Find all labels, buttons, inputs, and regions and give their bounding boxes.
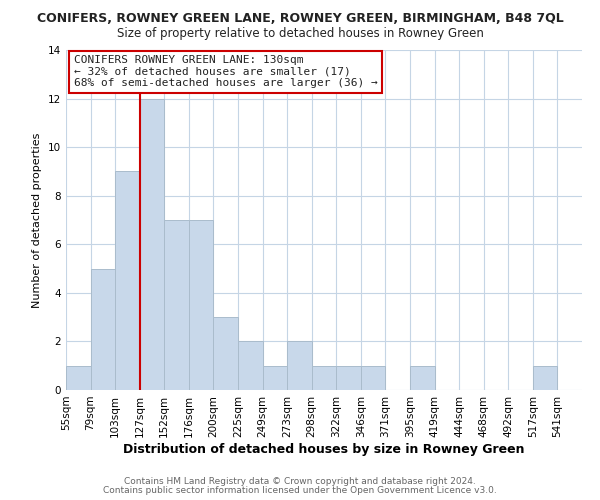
Text: CONIFERS, ROWNEY GREEN LANE, ROWNEY GREEN, BIRMINGHAM, B48 7QL: CONIFERS, ROWNEY GREEN LANE, ROWNEY GREE… [37,12,563,26]
Bar [410,366,434,390]
X-axis label: Distribution of detached houses by size in Rowney Green: Distribution of detached houses by size … [123,442,525,456]
Bar [189,220,214,390]
Y-axis label: Number of detached properties: Number of detached properties [32,132,43,308]
Bar [336,366,361,390]
Bar [287,342,312,390]
Bar [164,220,189,390]
Bar [214,317,238,390]
Bar [263,366,287,390]
Bar [238,342,263,390]
Bar [361,366,385,390]
Text: CONIFERS ROWNEY GREEN LANE: 130sqm
← 32% of detached houses are smaller (17)
68%: CONIFERS ROWNEY GREEN LANE: 130sqm ← 32%… [74,55,377,88]
Bar [91,268,115,390]
Bar [533,366,557,390]
Bar [115,172,140,390]
Bar [140,98,164,390]
Text: Size of property relative to detached houses in Rowney Green: Size of property relative to detached ho… [116,28,484,40]
Bar [66,366,91,390]
Text: Contains HM Land Registry data © Crown copyright and database right 2024.: Contains HM Land Registry data © Crown c… [124,477,476,486]
Text: Contains public sector information licensed under the Open Government Licence v3: Contains public sector information licen… [103,486,497,495]
Bar [312,366,336,390]
